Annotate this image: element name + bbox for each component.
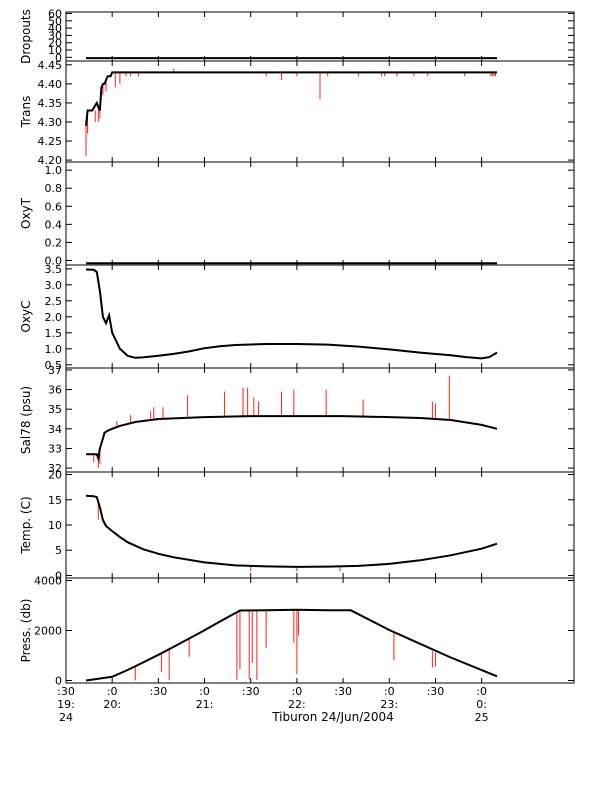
panel-frame-sal78 xyxy=(65,367,575,473)
panel-frame-oxyt xyxy=(65,161,575,266)
y-tick-label-oxyc: 1.0 xyxy=(45,343,63,356)
y-tick-label-oxyt: 0.4 xyxy=(45,218,63,231)
y-tick-label-dropouts: 20 xyxy=(48,37,62,50)
x-tick-label: 25 xyxy=(475,711,489,724)
x-tick-label: 21: xyxy=(196,698,214,711)
x-tick-label: :30 xyxy=(57,685,75,698)
y-axis-title-temp: Temp. (C) xyxy=(19,496,33,554)
y-tick-label-trans: 4.20 xyxy=(38,154,63,167)
y-tick-label-oxyt: 0.2 xyxy=(45,236,63,249)
y-tick-label-oxyc: 1.5 xyxy=(45,327,63,340)
y-tick-label-temp: 15 xyxy=(48,494,62,507)
y-axis-title-oxyc: OxyC xyxy=(19,300,33,332)
panel-sal78: 32 33 34 35 36 37 Sal78 (psu) xyxy=(19,364,575,475)
trace-pressure xyxy=(85,608,498,682)
y-axis-title-oxyt: OxyT xyxy=(19,197,33,229)
panel-frame-temp xyxy=(65,471,575,579)
y-tick-label-trans: 4.35 xyxy=(38,97,63,110)
x-tick-label: :0 xyxy=(292,685,303,698)
panel-temp: 0 5 10 15 20 Temp. (C) xyxy=(19,469,575,582)
y-tick-label-sal78: 33 xyxy=(48,442,62,455)
y-tick-label-pressure: 4000 xyxy=(34,575,62,588)
x-tick-label: :0 xyxy=(476,685,487,698)
y-axis-title-pressure: Press. (db) xyxy=(19,599,33,663)
panel-frame-oxyc xyxy=(65,264,575,369)
x-tick-label: :30 xyxy=(150,685,168,698)
x-tick-label: :0 xyxy=(107,685,118,698)
y-tick-label-temp: 10 xyxy=(48,519,62,532)
panels-group: 0102030405060Dropouts4.204.254.304.354.4… xyxy=(19,7,575,688)
y-tick-label-dropouts: 60 xyxy=(48,7,62,20)
x-tick-label: 19: xyxy=(57,698,75,711)
y-tick-label-sal78: 32 xyxy=(48,462,62,475)
y-tick-label-trans: 4.30 xyxy=(38,116,63,129)
trace-trans xyxy=(85,71,497,126)
y-tick-label-oxyt: 0.8 xyxy=(45,182,63,195)
y-tick-label-oxyc: 3.5 xyxy=(45,263,63,276)
y-axis-title-trans: Trans xyxy=(19,96,33,129)
y-tick-label-dropouts: 50 xyxy=(48,15,62,28)
x-tick-label: :0 xyxy=(384,685,395,698)
trace-oxyc xyxy=(85,268,498,360)
time-axis-title: Tiburon 24/Jun/2004 xyxy=(271,710,394,724)
x-tick-label: 20: xyxy=(103,698,121,711)
y-axis-title-sal78: Sal78 (psu) xyxy=(19,386,33,454)
y-tick-label-pressure: 0 xyxy=(55,675,62,688)
y-tick-label-oxyt: 1.0 xyxy=(45,164,63,177)
y-tick-label-sal78: 34 xyxy=(48,423,62,436)
y-tick-label-pressure: 2000 xyxy=(34,625,62,638)
y-tick-label-sal78: 36 xyxy=(48,384,62,397)
y-axis-title-dropouts: Dropouts xyxy=(19,9,33,64)
y-tick-label-dropouts: 0 xyxy=(55,51,62,64)
panel-oxyt: 0.0 0.2 0.4 0.6 0.8 1.0 OxyT xyxy=(19,161,575,267)
y-tick-label-temp: 20 xyxy=(48,469,62,482)
trace-temp xyxy=(85,494,498,568)
y-tick-label-temp: 5 xyxy=(55,544,62,557)
x-tick-label: 0: xyxy=(476,698,487,711)
x-tick-label: 22: xyxy=(288,698,306,711)
y-tick-label-trans: 4.25 xyxy=(38,135,63,148)
time-axis: :3019:24:020::30:021::30:022::30:023::30… xyxy=(57,685,488,724)
y-tick-label-sal78: 37 xyxy=(48,364,62,377)
y-tick-label-oxyc: 2.5 xyxy=(45,295,63,308)
x-tick-label: :30 xyxy=(242,685,260,698)
panel-frame-pressure xyxy=(65,577,575,684)
y-tick-label-oxyt: 0.6 xyxy=(45,200,63,213)
panel-oxyc: 0.5 1.0 1.5 2.0 2.5 3.0 3.5 OxyC xyxy=(19,263,575,372)
x-tick-label: :30 xyxy=(334,685,352,698)
panel-trans: 4.20 4.25 4.30 4.35 4.40 4.45 Trans xyxy=(19,59,575,167)
y-tick-label-temp: 0 xyxy=(55,569,62,582)
y-tick-label-dropouts: 30 xyxy=(48,29,62,42)
x-tick-label: 23: xyxy=(380,698,398,711)
y-tick-label-oxyc: 3.0 xyxy=(45,279,63,292)
panel-frame-dropouts xyxy=(65,11,575,62)
y-tick-label-oxyc: 0.5 xyxy=(45,359,63,372)
x-tick-label: :30 xyxy=(427,685,445,698)
y-tick-label-oxyc: 2.0 xyxy=(45,311,63,324)
y-tick-label-trans: 4.40 xyxy=(38,78,63,91)
x-tick-label: :0 xyxy=(199,685,210,698)
y-tick-label-sal78: 35 xyxy=(48,403,62,416)
y-tick-label-dropouts: 40 xyxy=(48,22,62,35)
y-tick-label-oxyt: 0.0 xyxy=(45,254,63,267)
x-tick-label: 24 xyxy=(59,711,73,724)
y-tick-label-trans: 4.45 xyxy=(38,59,63,72)
trace-sal78 xyxy=(86,415,498,463)
y-tick-label-dropouts: 10 xyxy=(48,44,62,57)
